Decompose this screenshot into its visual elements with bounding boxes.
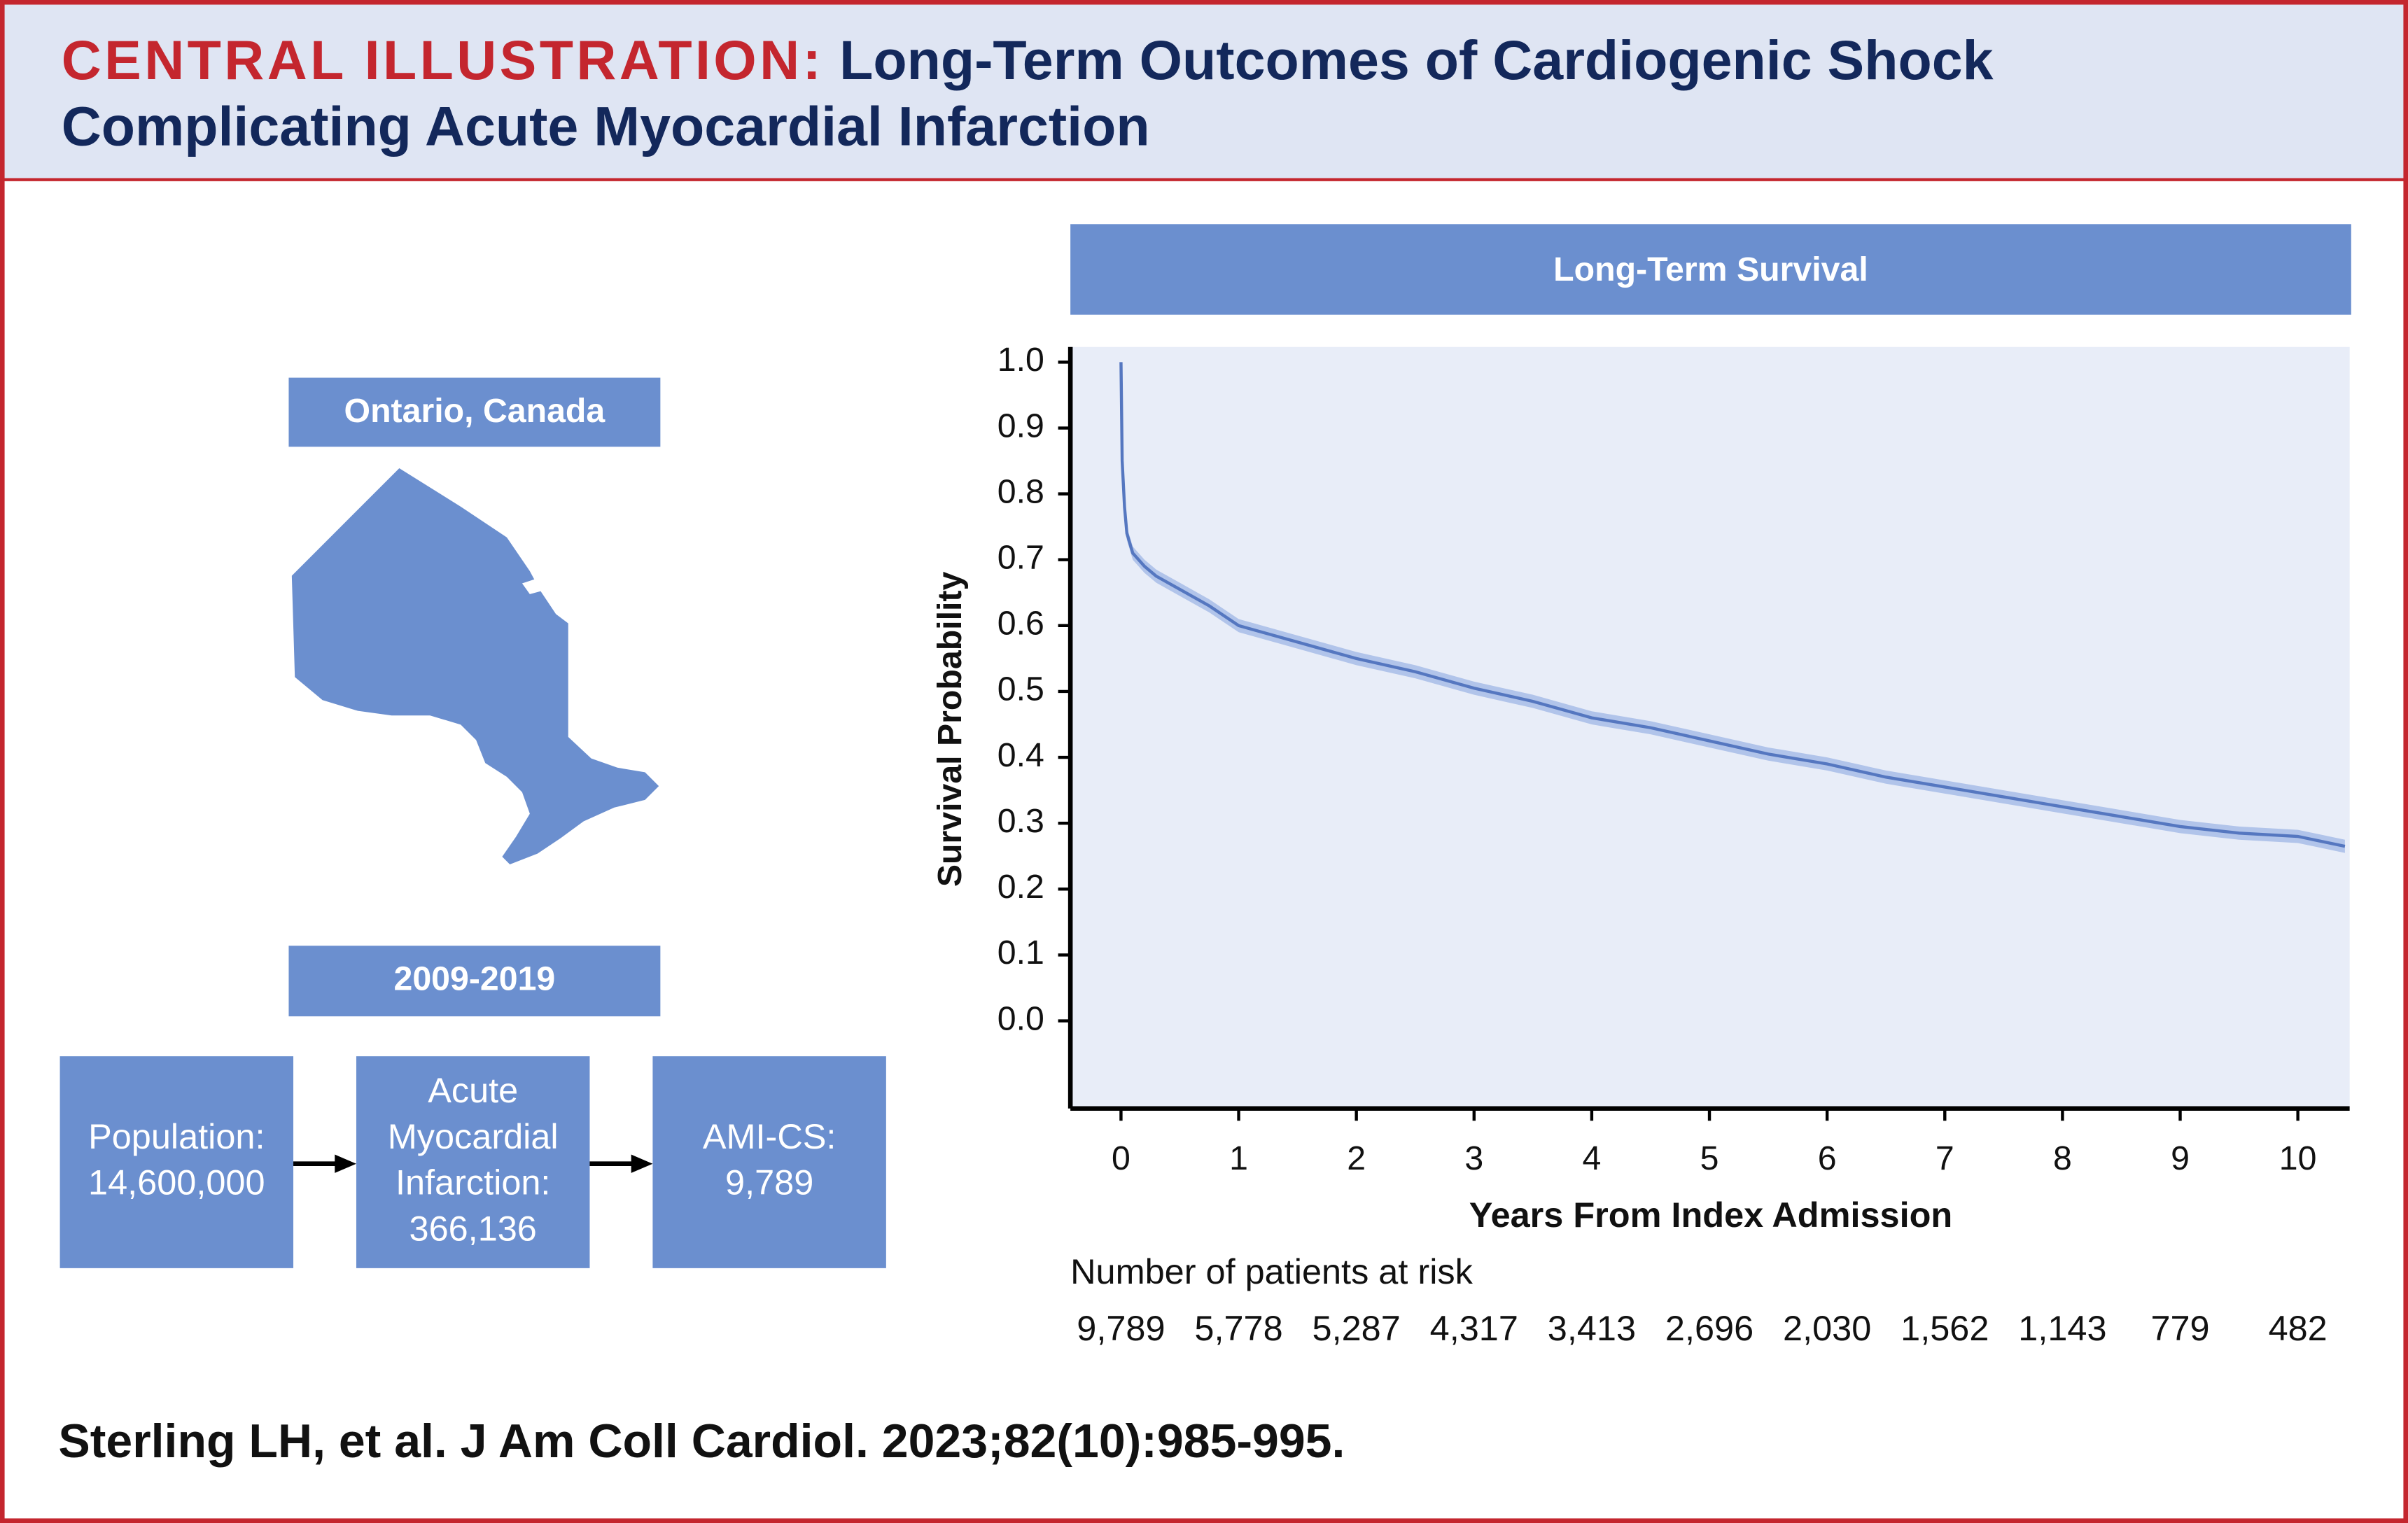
flow-box-text: Infarction: <box>396 1163 551 1202</box>
at-risk-value: 1,562 <box>1900 1308 1989 1348</box>
at-risk-value: 5,778 <box>1194 1308 1282 1348</box>
y-tick-label: 0.1 <box>997 934 1044 971</box>
arrow-head <box>631 1154 653 1173</box>
flow-box-text: Myocardial <box>388 1116 559 1156</box>
x-tick-label: 6 <box>1818 1139 1837 1177</box>
x-axis-label: Years From Index Admission <box>1469 1195 1953 1235</box>
header-title-line: Complicating Acute Myocardial Infarction <box>62 95 1150 157</box>
region-box <box>288 377 661 447</box>
y-tick-label: 0.7 <box>997 538 1044 576</box>
flow-box-text: 366,136 <box>410 1209 537 1249</box>
flow-box <box>652 1056 886 1268</box>
flow-box-text: 14,600,000 <box>88 1163 265 1202</box>
x-tick-label: 7 <box>1935 1139 1954 1177</box>
flow: Population: 14,600,000 Acute Myocardial Infa… <box>59 1056 886 1268</box>
x-tick-label: 3 <box>1464 1139 1483 1177</box>
map-lake <box>522 577 547 594</box>
at-risk-value: 2,696 <box>1665 1308 1754 1348</box>
header-band <box>0 0 2408 180</box>
period-box <box>288 946 661 1017</box>
x-tick-label: 2 <box>1347 1139 1366 1177</box>
y-tick-label: 0.0 <box>997 999 1044 1037</box>
citation: Sterling LH, et al. J Am Coll Cardiol. 2… <box>58 1415 1345 1468</box>
y-tick-label: 0.9 <box>997 407 1044 444</box>
flow-box <box>356 1056 590 1268</box>
x-tick-label: 10 <box>2279 1139 2317 1177</box>
at-risk-value: 482 <box>2269 1308 2328 1348</box>
chart-title-box <box>1070 224 2351 315</box>
y-tick-label: 0.8 <box>997 472 1044 510</box>
arrow-head <box>335 1154 356 1173</box>
flow-box-text: Population: <box>88 1116 265 1156</box>
y-tick-label: 1.0 <box>997 341 1044 379</box>
ontario-map <box>291 468 659 864</box>
x-tick-label: 9 <box>2171 1139 2190 1177</box>
x-tick-label: 8 <box>2053 1139 2072 1177</box>
y-tick-label: 0.6 <box>997 605 1044 643</box>
flow-box <box>59 1056 294 1268</box>
x-tick-label: 4 <box>1582 1139 1601 1177</box>
y-tick-label: 0.4 <box>997 736 1044 774</box>
header-label: CENTRAL ILLUSTRATION: <box>62 29 824 91</box>
region-label: Ontario, Canada <box>344 392 606 430</box>
chart: 1.0 0.9 0.8 0.7 0.6 0.5 0.4 0.3 0.2 0.1 0.0 0 9,789 1… <box>931 341 2350 1348</box>
period-label: 2009-2019 <box>394 960 556 997</box>
at-risk-value: 2,030 <box>1783 1308 1871 1348</box>
x-tick-label: 5 <box>1700 1139 1719 1177</box>
chart-title: Long-Term Survival <box>1553 251 1868 288</box>
header-title: CENTRAL ILLUSTRATION: Long-Term Outcomes … <box>62 29 1994 91</box>
header-title-line: Long-Term Outcomes of Cardiogenic Shock <box>839 29 1993 91</box>
x-tick-label: 0 <box>1112 1139 1130 1177</box>
at-risk-value: 3,413 <box>1548 1308 1636 1348</box>
at-risk-value: 1,143 <box>2018 1308 2106 1348</box>
at-risk-value: 779 <box>2150 1308 2209 1348</box>
at-risk-value: 9,789 <box>1077 1308 1165 1348</box>
y-tick-label: 0.5 <box>997 671 1044 708</box>
at-risk-title: Number of patients at risk <box>1070 1251 1473 1291</box>
x-tick-label: 1 <box>1229 1139 1248 1177</box>
flow-box-text: 9,789 <box>725 1163 813 1202</box>
at-risk-value: 5,287 <box>1312 1308 1401 1348</box>
plot-area <box>1070 346 2350 1109</box>
flow-box-text: Acute <box>428 1070 518 1110</box>
y-tick-label: 0.3 <box>997 802 1044 840</box>
survival-line <box>1119 362 2346 848</box>
y-tick-label: 0.2 <box>997 868 1044 906</box>
y-axis-label: Survival Probability <box>931 572 969 887</box>
at-risk-value: 4,317 <box>1430 1308 1518 1348</box>
flow-box-text: AMI-CS: <box>703 1116 836 1156</box>
